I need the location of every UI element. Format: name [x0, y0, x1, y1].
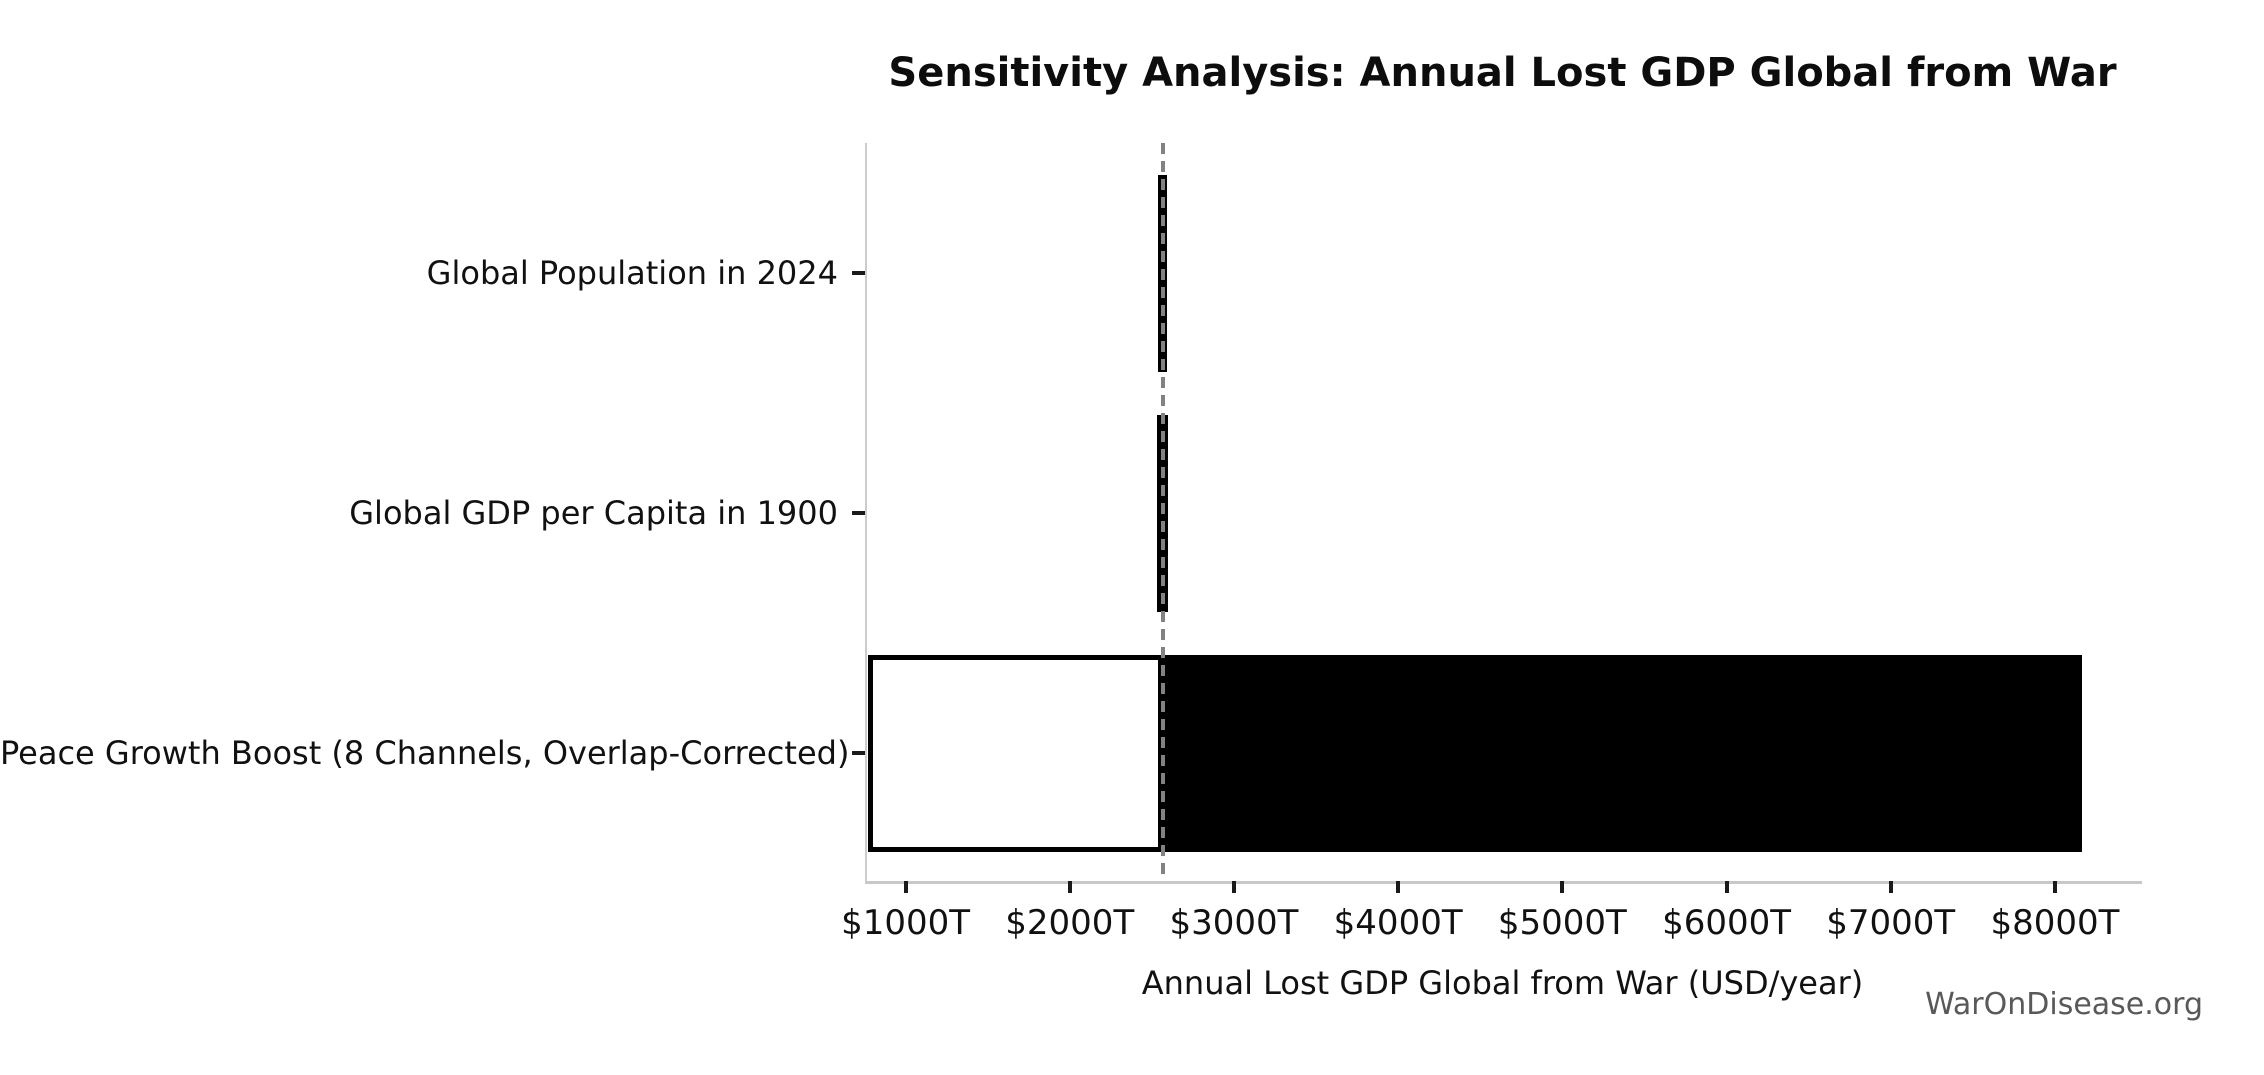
x-tick-mark [1724, 881, 1729, 893]
x-tick-label: $1000T [841, 903, 971, 943]
x-tick-label: $5000T [1497, 903, 1627, 943]
x-tick-mark [1067, 881, 1072, 893]
x-tick-label: $7000T [1826, 903, 1956, 943]
x-tick-mark [1560, 881, 1565, 893]
y-tick-label: Peace Growth Boost (8 Channels, Overlap-… [0, 734, 850, 772]
y-tick-mark [852, 511, 865, 515]
x-tick-mark [1396, 881, 1401, 893]
x-tick-label: $6000T [1662, 903, 1792, 943]
watermark: WarOnDisease.org [1925, 987, 2203, 1022]
x-axis-label: Annual Lost GDP Global from War (USD/yea… [1141, 964, 1864, 1002]
plot-area [865, 143, 2142, 884]
x-tick-label: $4000T [1333, 903, 1463, 943]
baseline-dashed-line [1160, 143, 1165, 881]
y-tick-mark [852, 751, 865, 755]
bar-above-baseline [1162, 654, 2083, 852]
x-tick-mark [903, 881, 908, 893]
y-tick-label: Global Population in 2024 [426, 254, 838, 292]
chart-title: Sensitivity Analysis: Annual Lost GDP Gl… [888, 50, 2117, 96]
x-tick-mark [2052, 881, 2057, 893]
y-tick-mark [852, 271, 865, 275]
y-tick-label: Global GDP per Capita in 1900 [349, 494, 838, 532]
x-tick-label: $2000T [1005, 903, 1135, 943]
x-tick-label: $8000T [1990, 903, 2120, 943]
x-tick-label: $3000T [1169, 903, 1299, 943]
bar-below-baseline [867, 654, 1163, 852]
x-tick-mark [1231, 881, 1236, 893]
x-tick-mark [1888, 881, 1893, 893]
